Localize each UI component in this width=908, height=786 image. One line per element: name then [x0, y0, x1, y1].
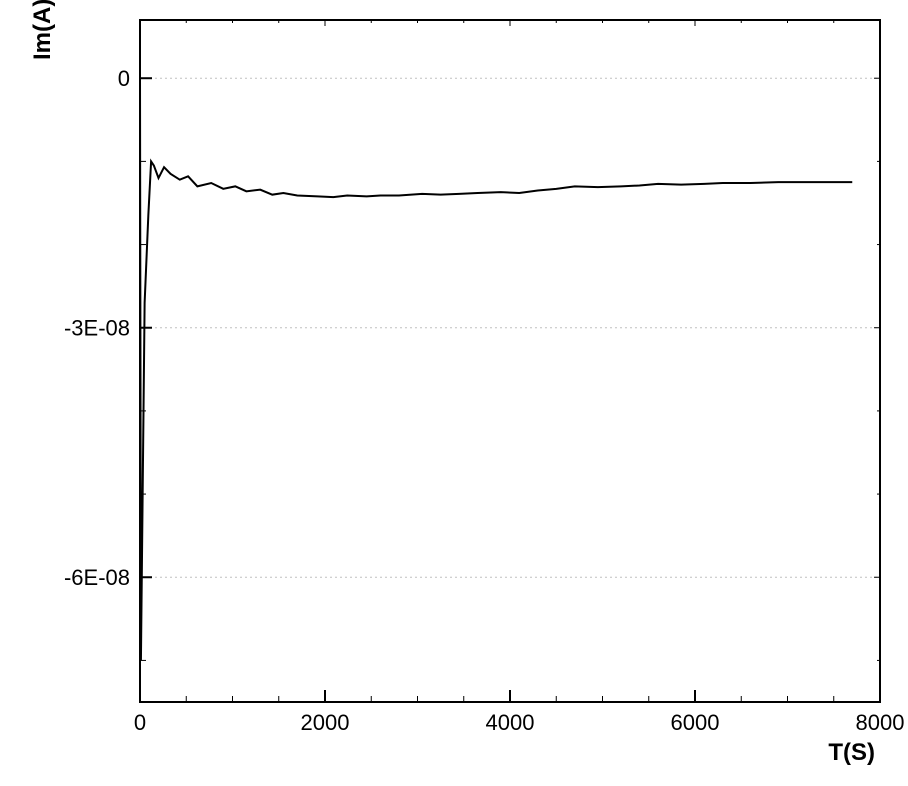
line-chart: 0 2000 4000 6000 8000 0 -3E-08 -6E-08 T(S) Im(A) [0, 0, 908, 786]
y-axis-label: Im(A) [29, 0, 56, 60]
x-tick-label: 6000 [671, 710, 720, 735]
y-tick-label: 0 [118, 66, 130, 91]
y-tick-label: -3E-08 [64, 316, 130, 341]
x-tick-label: 2000 [301, 710, 350, 735]
x-tick-label: 8000 [856, 710, 905, 735]
y-tick-label: -6E-08 [64, 565, 130, 590]
x-tick-label: 0 [134, 710, 146, 735]
chart-svg: 0 2000 4000 6000 8000 0 -3E-08 -6E-08 T(S) Im(A) [0, 0, 908, 786]
x-tick-label: 4000 [486, 710, 535, 735]
x-axis-label: T(S) [828, 739, 875, 766]
